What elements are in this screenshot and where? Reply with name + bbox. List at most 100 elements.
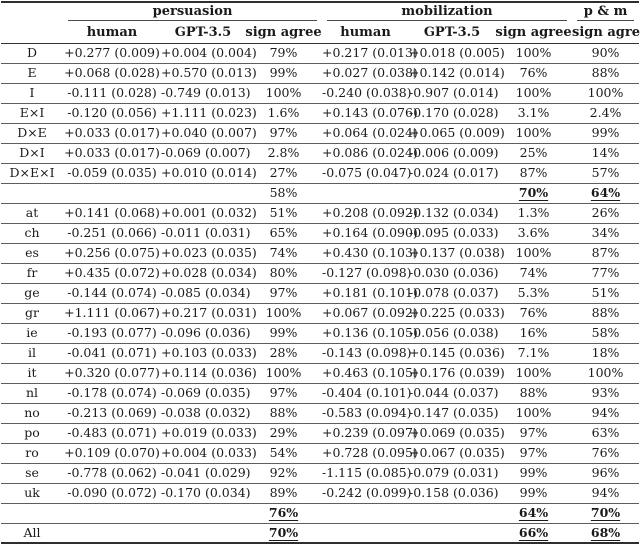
table-cell: +0.142 (0.014) bbox=[409, 63, 505, 84]
table-cell: -0.143 (0.098) bbox=[322, 343, 412, 364]
table-cell: -0.111 (0.028) bbox=[63, 83, 161, 104]
table-cell: 2.4% bbox=[572, 103, 640, 124]
table-cell: 97% bbox=[245, 123, 323, 144]
table-cell: -0.120 (0.056) bbox=[63, 103, 161, 124]
table-cell: +0.145 (0.036) bbox=[409, 343, 505, 364]
table-cell: -0.096 (0.036) bbox=[161, 323, 251, 344]
table-row: ge -0.144 (0.074) -0.085 (0.034) 97% +0.181 … bbox=[1, 283, 640, 304]
row-label: ch bbox=[1, 223, 63, 244]
table-cell: 77% bbox=[572, 263, 640, 284]
table-cell: +0.208 (0.092) bbox=[322, 203, 418, 224]
row-label bbox=[1, 503, 63, 524]
table-cell: +0.109 (0.070) bbox=[63, 443, 161, 464]
column-header-mobilization-human: human bbox=[322, 22, 410, 44]
table-cell: 51% bbox=[245, 203, 323, 224]
table-cell: 70% bbox=[268, 524, 299, 540]
table-cell: 58% bbox=[245, 183, 323, 204]
table-cell: 94% bbox=[572, 403, 640, 424]
table-cell bbox=[322, 503, 410, 524]
table-cell: 3.6% bbox=[495, 223, 573, 244]
table-cell: -0.079 (0.031) bbox=[409, 463, 499, 484]
table-cell: -0.075 (0.047) bbox=[322, 163, 412, 184]
table-cell: 100% bbox=[495, 43, 573, 64]
table-cell: +0.067 (0.035) bbox=[409, 443, 505, 464]
column-header-mobilization-gpt: GPT-3.5 bbox=[409, 22, 496, 44]
table-cell bbox=[63, 503, 161, 524]
table-cell: 76% bbox=[495, 63, 573, 84]
summary-row: 76% 64% 70% bbox=[1, 503, 640, 524]
row-label: E×I bbox=[1, 103, 63, 124]
row-label bbox=[1, 183, 63, 204]
table-row: D×E×I -0.059 (0.035) +0.010 (0.014) 27% -0.0… bbox=[1, 163, 640, 184]
table-cell: 63% bbox=[572, 423, 640, 444]
row-label: E bbox=[1, 63, 63, 84]
row-label: D bbox=[1, 43, 63, 64]
table-cell: 97% bbox=[245, 383, 323, 404]
row-label: it bbox=[1, 363, 63, 384]
table-cell: +0.217 (0.013) bbox=[322, 43, 418, 64]
table-cell: 99% bbox=[245, 323, 323, 344]
table-cell bbox=[409, 503, 496, 524]
table-cell: 97% bbox=[495, 423, 573, 444]
group-label-persuasion: persuasion bbox=[68, 5, 318, 21]
table-cell: -0.038 (0.032) bbox=[161, 403, 251, 424]
table-cell: 26% bbox=[572, 203, 640, 224]
table-cell: +0.217 (0.031) bbox=[161, 303, 257, 324]
row-label: gr bbox=[1, 303, 63, 324]
table-cell: -0.069 (0.007) bbox=[161, 143, 251, 164]
table-cell: -0.178 (0.074) bbox=[63, 383, 161, 404]
table-cell: +0.065 (0.009) bbox=[409, 123, 505, 144]
table-cell: -0.056 (0.038) bbox=[409, 323, 499, 344]
row-label: All bbox=[23, 524, 41, 540]
table-cell: 34% bbox=[572, 223, 640, 244]
table-row: E +0.068 (0.028) +0.570 (0.013) 99% +0.027 (… bbox=[1, 63, 640, 84]
table-cell: -0.907 (0.014) bbox=[409, 83, 499, 104]
table-cell: 18% bbox=[572, 343, 640, 364]
table-cell: 57% bbox=[572, 163, 640, 184]
table-row: at +0.141 (0.068) +0.001 (0.032) 51% +0.208 … bbox=[1, 203, 640, 224]
table-cell: 74% bbox=[245, 243, 323, 264]
table-cell bbox=[409, 183, 496, 204]
table-body: D +0.277 (0.009) +0.004 (0.004) 79% +0.217 (… bbox=[1, 43, 640, 543]
row-label: D×E×I bbox=[1, 163, 63, 184]
table-row: D +0.277 (0.009) +0.004 (0.004) 79% +0.217 (… bbox=[1, 43, 640, 64]
table-cell: 14% bbox=[572, 143, 640, 164]
table-cell: -0.090 (0.072) bbox=[63, 483, 161, 504]
table-cell: 5.3% bbox=[495, 283, 573, 304]
column-header-mobilization-sign-agree: sign agree bbox=[495, 22, 573, 44]
table-cell: 68% bbox=[590, 524, 621, 540]
table-cell: 100% bbox=[245, 83, 323, 104]
table-cell: +0.010 (0.014) bbox=[161, 163, 257, 184]
table-cell: 94% bbox=[572, 483, 640, 504]
table-cell: +0.239 (0.097) bbox=[322, 423, 418, 444]
column-header-persuasion-gpt: GPT-3.5 bbox=[161, 22, 245, 44]
table-cell: 100% bbox=[572, 363, 640, 384]
table-cell: -0.583 (0.094) bbox=[322, 403, 412, 424]
table-cell: -0.404 (0.101) bbox=[322, 383, 412, 404]
row-label: se bbox=[1, 463, 63, 484]
table-cell: +0.018 (0.005) bbox=[409, 43, 505, 64]
table-cell: -0.158 (0.036) bbox=[409, 483, 499, 504]
table-cell: +0.570 (0.013) bbox=[161, 63, 257, 84]
group-header-row: persuasion mobilization p & m bbox=[1, 2, 639, 22]
table-cell: 7.1% bbox=[495, 343, 573, 364]
table-row: D×E +0.033 (0.017) +0.040 (0.007) 97% +0.064… bbox=[1, 123, 640, 144]
table-row: nl -0.178 (0.074) -0.069 (0.035) 97% -0.404 … bbox=[1, 383, 640, 404]
table-cell: +0.001 (0.032) bbox=[161, 203, 257, 224]
table-cell: +0.064 (0.024) bbox=[322, 123, 418, 144]
table-cell: 87% bbox=[572, 243, 640, 264]
table-row: no -0.213 (0.069) -0.038 (0.032) 88% -0.583 … bbox=[1, 403, 640, 424]
table-cell: 74% bbox=[495, 263, 573, 284]
table-cell: 100% bbox=[495, 243, 573, 264]
table-cell: +0.181 (0.101) bbox=[322, 283, 418, 304]
table-cell: 100% bbox=[245, 303, 323, 324]
table-row: ie -0.193 (0.077) -0.096 (0.036) 99% +0.136 … bbox=[1, 323, 640, 344]
table-cell: 100% bbox=[495, 363, 573, 384]
table-row: E×I -0.120 (0.056) +1.111 (0.023) 1.6% +0.14… bbox=[1, 103, 640, 124]
summary-row: 58% 70% 64% bbox=[1, 183, 640, 204]
table-cell: +0.033 (0.017) bbox=[63, 123, 161, 144]
table-cell: 65% bbox=[245, 223, 323, 244]
table-cell bbox=[322, 523, 409, 543]
table-cell: +0.069 (0.035) bbox=[409, 423, 505, 444]
table-cell: +0.176 (0.039) bbox=[409, 363, 505, 384]
